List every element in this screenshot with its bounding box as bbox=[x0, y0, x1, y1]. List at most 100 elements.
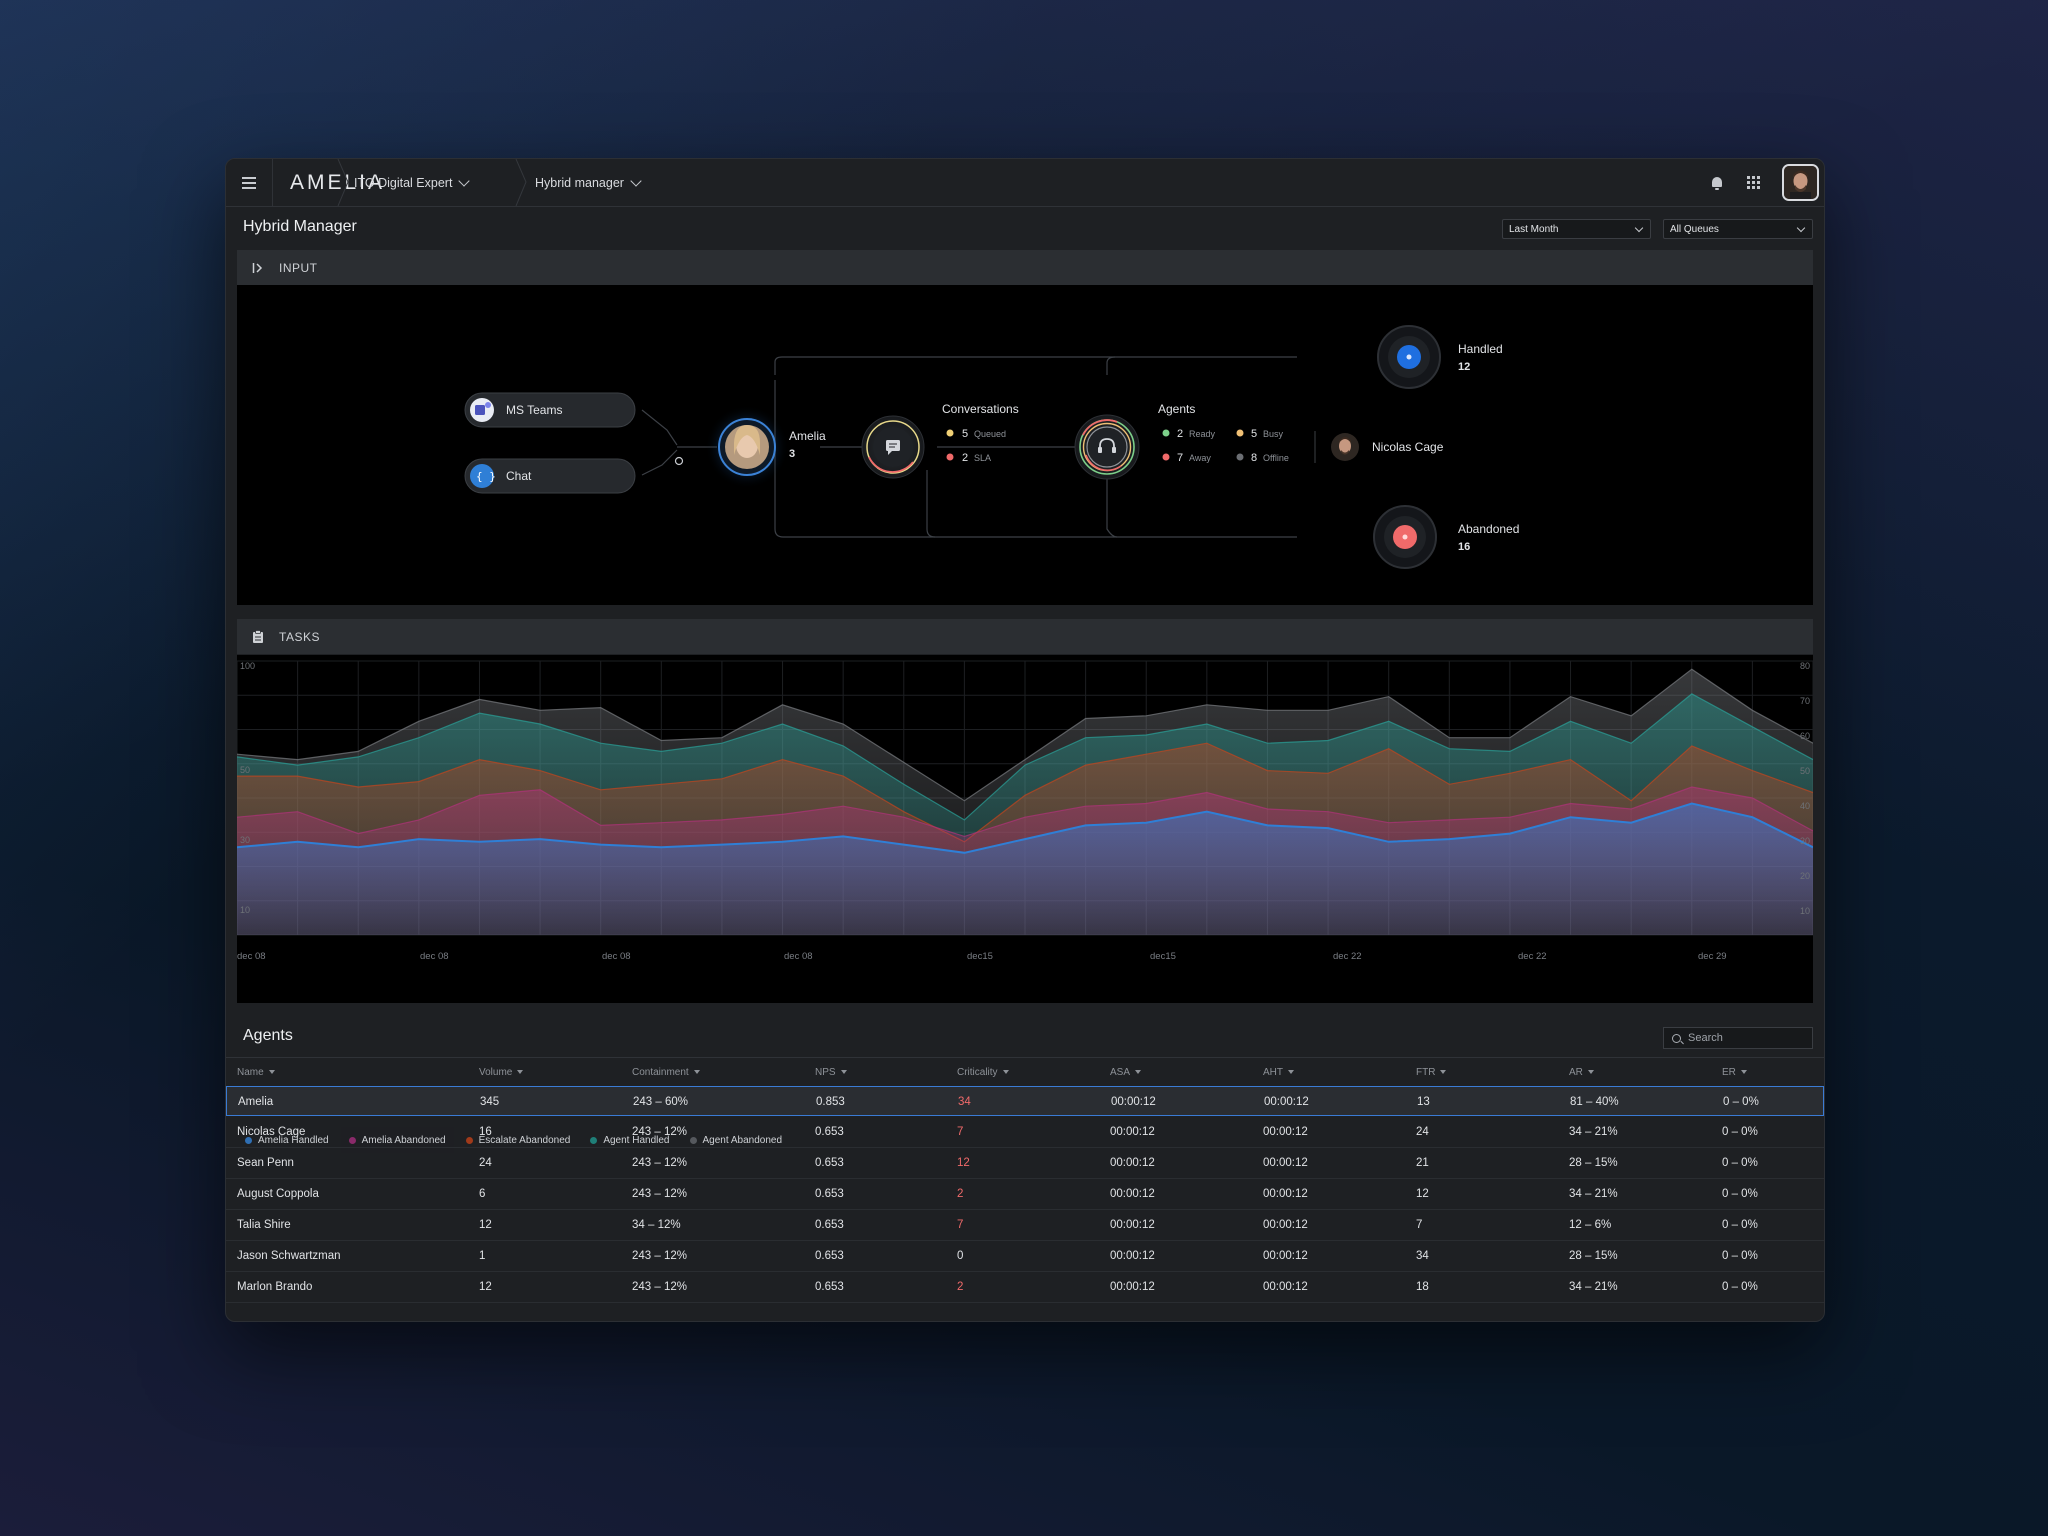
channel-label: Chat bbox=[506, 469, 532, 483]
table-cell: 18 bbox=[1416, 1281, 1429, 1293]
chevron-down-icon bbox=[458, 174, 471, 187]
column-header-ar[interactable]: AR bbox=[1569, 1067, 1594, 1078]
apps-grid-icon[interactable] bbox=[1747, 176, 1760, 189]
conversations-node[interactable]: Conversations 5 Queued 2 SLA bbox=[861, 402, 1019, 479]
table-cell: 12 – 6% bbox=[1569, 1219, 1612, 1231]
table-row[interactable]: Amelia 345 243 – 60% 0.853 34 00:00:12 00:00:1… bbox=[226, 1086, 1824, 1116]
table-row[interactable]: Marlon Brando 12 243 – 12% 0.653 2 00:00:12 00… bbox=[226, 1272, 1824, 1303]
table-cell: Marlon Brando bbox=[237, 1281, 313, 1293]
amelia-node[interactable]: Amelia 3 bbox=[705, 405, 826, 489]
table-cell: 34 bbox=[1416, 1250, 1429, 1262]
agent-nicolas-cage[interactable]: Nicolas Cage bbox=[1331, 433, 1444, 461]
table-row[interactable]: August Coppola 6 243 – 12% 0.653 2 00:00:12 00… bbox=[226, 1179, 1824, 1210]
table-cell: 00:00:12 bbox=[1110, 1188, 1155, 1200]
table-cell: 243 – 12% bbox=[632, 1157, 687, 1169]
column-header-nps[interactable]: NPS bbox=[815, 1067, 847, 1078]
table-cell: 12 bbox=[1416, 1188, 1429, 1200]
column-header-volume[interactable]: Volume bbox=[479, 1067, 523, 1078]
legend-item-amelia-handled[interactable]: Amelia Handled bbox=[237, 1127, 337, 1153]
legend-item-escalate-abandoned[interactable]: Escalate Abandoned bbox=[458, 1127, 579, 1153]
handled-node[interactable]: Handled 12 bbox=[1377, 325, 1503, 389]
table-cell: 243 – 12% bbox=[632, 1188, 687, 1200]
y-axis-tick-right: 30 bbox=[1800, 836, 1810, 846]
table-cell: 00:00:12 bbox=[1110, 1126, 1155, 1138]
x-axis-tick: dec15 bbox=[1150, 951, 1176, 962]
table-cell: 00:00:12 bbox=[1110, 1157, 1155, 1169]
table-cell: 24 bbox=[479, 1157, 492, 1169]
app-window: AMELIA ITO Digital Expert Hybrid manager bbox=[225, 158, 1825, 1322]
column-header-er[interactable]: ER bbox=[1722, 1067, 1747, 1078]
agents-search-input[interactable]: Search bbox=[1663, 1027, 1813, 1049]
table-cell: 243 – 12% bbox=[632, 1281, 687, 1293]
period-select[interactable]: Last Month bbox=[1502, 219, 1651, 239]
breadcrumb-ito-digital-expert[interactable]: ITO Digital Expert bbox=[354, 159, 471, 206]
busy-status-dot bbox=[1236, 429, 1244, 437]
table-cell: 13 bbox=[1417, 1096, 1430, 1108]
legend-label: Agent Abandoned bbox=[702, 1134, 783, 1146]
busy-label: Busy bbox=[1263, 429, 1284, 439]
legend-label: Escalate Abandoned bbox=[478, 1134, 571, 1146]
breadcrumb-hybrid-manager[interactable]: Hybrid manager bbox=[535, 159, 642, 206]
input-panel-header[interactable]: INPUT bbox=[237, 250, 1813, 285]
queued-count: 5 bbox=[962, 428, 968, 440]
table-cell: 243 – 60% bbox=[633, 1096, 688, 1108]
channel-chat[interactable]: { } Chat bbox=[464, 458, 636, 494]
page-title: Hybrid Manager bbox=[243, 218, 357, 235]
table-cell: Nicolas Cage bbox=[237, 1126, 306, 1138]
table-cell: 0 – 0% bbox=[1723, 1096, 1759, 1108]
table-row[interactable]: Sean Penn 24 243 – 12% 0.653 12 00:00:12 00:00… bbox=[226, 1148, 1824, 1179]
collapse-panel-icon[interactable] bbox=[251, 262, 265, 274]
tasks-panel-header[interactable]: TASKS bbox=[237, 619, 1813, 654]
column-header-ftr[interactable]: FTR bbox=[1416, 1067, 1446, 1078]
table-cell: 0.653 bbox=[815, 1281, 844, 1293]
headset-icon bbox=[1099, 438, 1115, 450]
legend-item-agent-handled[interactable]: Agent Handled bbox=[582, 1127, 677, 1153]
offline-count: 8 bbox=[1251, 452, 1257, 464]
table-cell: 00:00:12 bbox=[1263, 1219, 1308, 1231]
hamburger-icon bbox=[242, 181, 256, 184]
y-axis-tick-right: 10 bbox=[1800, 906, 1810, 916]
line-series-escalate-abandoned bbox=[237, 742, 1813, 843]
line-series-amelia-handled bbox=[237, 802, 1813, 854]
offline-label: Offline bbox=[1263, 453, 1289, 463]
x-axis-tick: dec 22 bbox=[1518, 951, 1547, 962]
legend-swatch bbox=[245, 1136, 252, 1144]
table-cell: 0.653 bbox=[815, 1188, 844, 1200]
table-cell: 6 bbox=[479, 1188, 486, 1200]
y-axis-tick-left: 10 bbox=[240, 905, 250, 915]
legend-swatch bbox=[689, 1136, 697, 1144]
search-icon bbox=[1672, 1033, 1681, 1043]
legend-item-amelia-abandoned[interactable]: Amelia Abandoned bbox=[340, 1127, 454, 1153]
breadcrumb-label: Hybrid manager bbox=[535, 175, 624, 190]
table-cell: 34 – 21% bbox=[1569, 1126, 1618, 1138]
legend-swatch bbox=[465, 1136, 473, 1144]
channel-ms-teams[interactable]: MS Teams bbox=[464, 392, 636, 428]
clipboard-icon bbox=[251, 629, 265, 644]
table-row[interactable]: Nicolas Cage 16 243 – 12% 0.653 7 00:00:12 00:… bbox=[226, 1117, 1824, 1148]
queue-select[interactable]: All Queues bbox=[1663, 219, 1813, 239]
user-avatar[interactable] bbox=[1782, 164, 1819, 201]
ready-count: 2 bbox=[1177, 428, 1183, 440]
x-axis-tick: dec 08 bbox=[420, 951, 449, 962]
table-row[interactable]: Jason Schwartzman 1 243 – 12% 0.653 0 00:00:1… bbox=[226, 1241, 1824, 1272]
abandoned-node[interactable]: Abandoned 16 bbox=[1373, 505, 1519, 569]
hamburger-menu-button[interactable] bbox=[226, 159, 273, 206]
handled-label: Handled bbox=[1458, 342, 1503, 356]
conversations-label: Conversations bbox=[942, 402, 1019, 416]
legend-item-agent-abandoned[interactable]: Agent Abandoned bbox=[682, 1127, 791, 1153]
column-header-containment[interactable]: Containment bbox=[632, 1067, 700, 1078]
column-header-name[interactable]: Name bbox=[237, 1067, 275, 1078]
notification-bell-icon[interactable] bbox=[1711, 176, 1723, 190]
column-header-asa[interactable]: ASA bbox=[1110, 1067, 1141, 1078]
away-count: 7 bbox=[1177, 452, 1183, 464]
column-header-aht[interactable]: AHT bbox=[1263, 1067, 1294, 1078]
amelia-count: 3 bbox=[789, 448, 795, 460]
table-cell: 34 bbox=[958, 1096, 971, 1108]
tasks-area-chart: 100 50 30 10 80 70 60 50 40 30 20 10 dec 08 dec 08 dec… bbox=[237, 660, 1813, 962]
table-row[interactable]: Talia Shire 12 34 – 12% 0.653 7 00:00:12 00:00… bbox=[226, 1210, 1824, 1241]
agents-node[interactable]: Agents 2 Ready 5 Busy 7 Away 8 Offline bbox=[1074, 402, 1316, 480]
table-cell: 34 – 21% bbox=[1569, 1188, 1618, 1200]
column-header-criticality[interactable]: Criticality bbox=[957, 1067, 1009, 1078]
legend-swatch bbox=[348, 1136, 356, 1144]
y-axis-tick-right: 60 bbox=[1800, 731, 1810, 741]
